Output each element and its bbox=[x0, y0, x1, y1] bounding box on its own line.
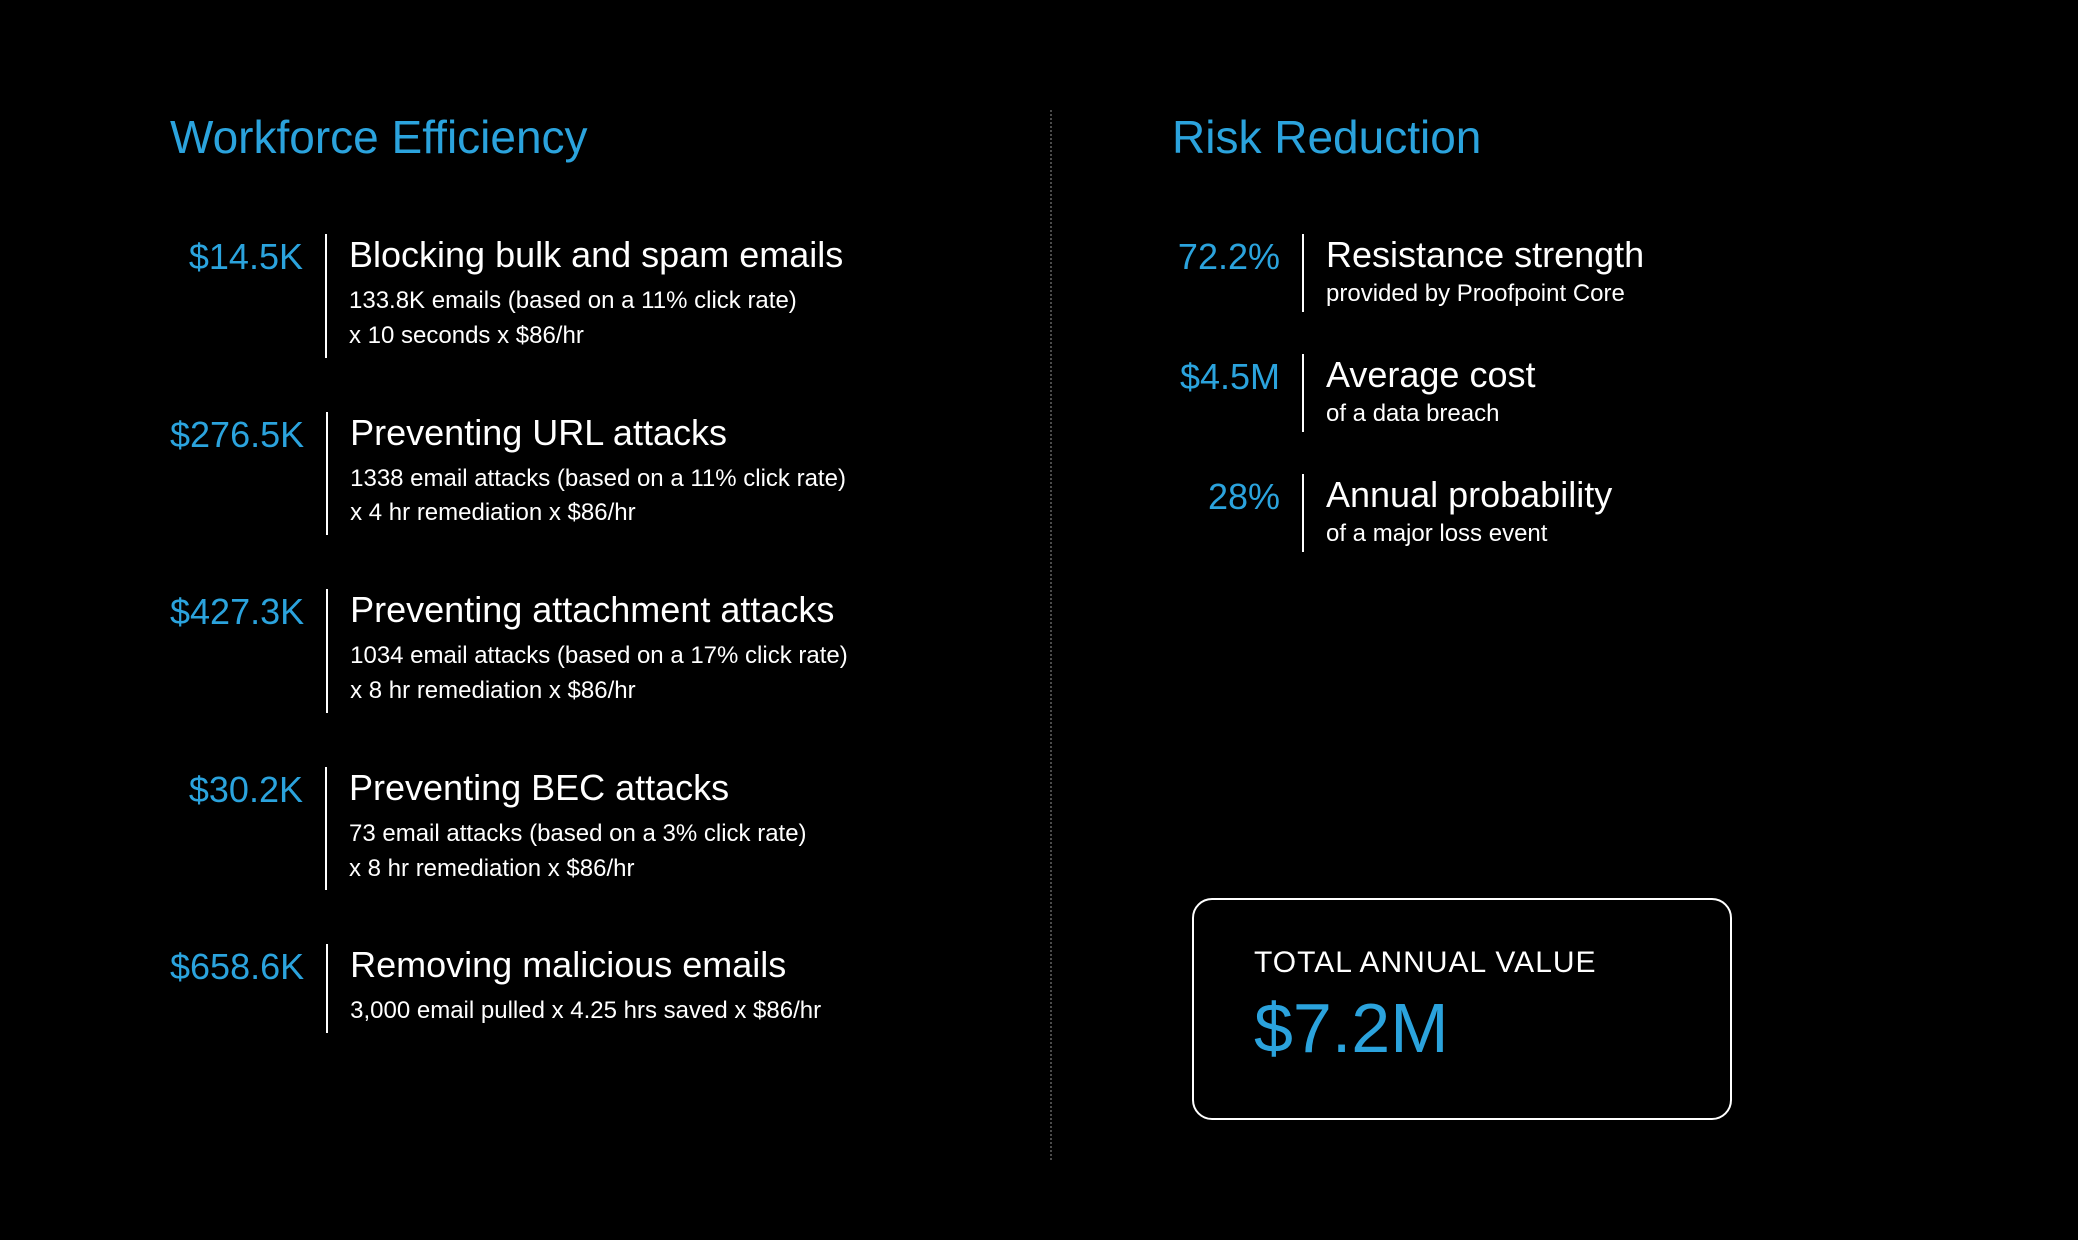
metric-title: Blocking bulk and spam emails bbox=[349, 234, 1010, 276]
metric-detail-line: of a data breach bbox=[1326, 400, 1535, 428]
metric-detail-line: 133.8K emails (based on a 11% click rate… bbox=[349, 284, 1010, 319]
metric-title: Preventing attachment attacks bbox=[350, 589, 1010, 631]
metric-body: Preventing attachment attacks 1034 email… bbox=[328, 589, 1010, 709]
metric-body: Average cost of a data breach bbox=[1304, 354, 1535, 428]
metric-body: Annual probability of a major loss event bbox=[1304, 474, 1612, 548]
metric-row: $4.5M Average cost of a data breach bbox=[1172, 354, 1908, 428]
left-section-title: Workforce Efficiency bbox=[170, 110, 1010, 164]
metric-detail-line: x 8 hr remediation x $86/hr bbox=[349, 852, 1010, 887]
metric-value: $30.2K bbox=[170, 767, 325, 887]
metric-detail-line: of a major loss event bbox=[1326, 520, 1612, 548]
metric-title: Removing malicious emails bbox=[350, 944, 1010, 986]
metric-title: Resistance strength bbox=[1326, 234, 1644, 276]
metric-title: Preventing URL attacks bbox=[350, 412, 1010, 454]
metric-detail-line: 3,000 email pulled x 4.25 hrs saved x $8… bbox=[350, 994, 1010, 1029]
metric-detail-line: provided by Proofpoint Core bbox=[1326, 280, 1644, 308]
metric-value: 72.2% bbox=[1172, 234, 1302, 308]
metric-detail-line: x 10 seconds x $86/hr bbox=[349, 319, 1010, 354]
total-label: TOTAL ANNUAL VALUE bbox=[1254, 946, 1670, 980]
metric-value: $658.6K bbox=[170, 944, 326, 1029]
total-annual-value-box: TOTAL ANNUAL VALUE $7.2M bbox=[1192, 898, 1732, 1120]
metric-row: $427.3K Preventing attachment attacks 10… bbox=[170, 589, 1010, 709]
metric-detail-line: x 4 hr remediation x $86/hr bbox=[350, 496, 1010, 531]
workforce-efficiency-section: Workforce Efficiency $14.5K Blocking bul… bbox=[170, 110, 1050, 1160]
risk-reduction-section: Risk Reduction 72.2% Resistance strength… bbox=[1050, 110, 1908, 1160]
metric-detail-line: 1034 email attacks (based on a 17% click… bbox=[350, 639, 1010, 674]
right-section-title: Risk Reduction bbox=[1172, 110, 1908, 164]
metric-detail-line: x 8 hr remediation x $86/hr bbox=[350, 674, 1010, 709]
metric-row: $30.2K Preventing BEC attacks 73 email a… bbox=[170, 767, 1010, 887]
metric-row: 72.2% Resistance strength provided by Pr… bbox=[1172, 234, 1908, 308]
metric-value: $14.5K bbox=[170, 234, 325, 354]
metric-row: $14.5K Blocking bulk and spam emails 133… bbox=[170, 234, 1010, 354]
metric-body: Preventing BEC attacks 73 email attacks … bbox=[327, 767, 1010, 887]
metric-title: Average cost bbox=[1326, 354, 1535, 396]
metric-detail-line: 73 email attacks (based on a 3% click ra… bbox=[349, 817, 1010, 852]
metric-value: $4.5M bbox=[1172, 354, 1302, 428]
metric-title: Preventing BEC attacks bbox=[349, 767, 1010, 809]
right-metrics-group: 72.2% Resistance strength provided by Pr… bbox=[1172, 234, 1908, 594]
metric-body: Blocking bulk and spam emails 133.8K ema… bbox=[327, 234, 1010, 354]
metric-title: Annual probability bbox=[1326, 474, 1612, 516]
metric-row: 28% Annual probability of a major loss e… bbox=[1172, 474, 1908, 548]
metric-body: Resistance strength provided by Proofpoi… bbox=[1304, 234, 1644, 308]
metric-row: $658.6K Removing malicious emails 3,000 … bbox=[170, 944, 1010, 1029]
metric-row: $276.5K Preventing URL attacks 1338 emai… bbox=[170, 412, 1010, 532]
metric-detail-line: 1338 email attacks (based on a 11% click… bbox=[350, 462, 1010, 497]
metric-value: 28% bbox=[1172, 474, 1302, 548]
metric-value: $276.5K bbox=[170, 412, 326, 532]
metric-value: $427.3K bbox=[170, 589, 326, 709]
metric-body: Removing malicious emails 3,000 email pu… bbox=[328, 944, 1010, 1029]
metric-body: Preventing URL attacks 1338 email attack… bbox=[328, 412, 1010, 532]
total-value: $7.2M bbox=[1254, 988, 1670, 1068]
